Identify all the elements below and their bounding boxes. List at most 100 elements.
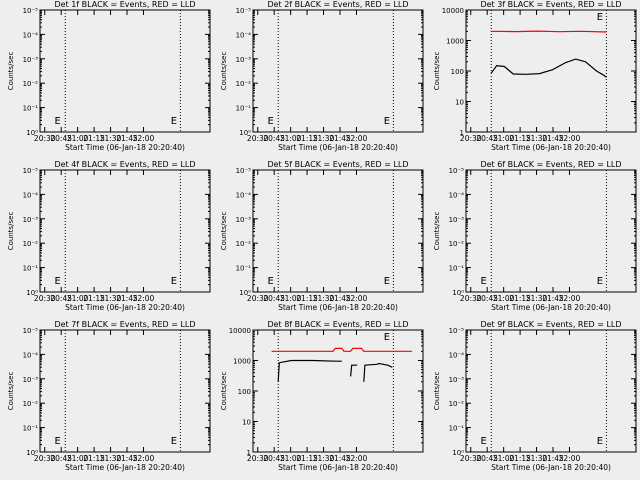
y-tick-label: 10⁰ — [26, 129, 38, 137]
y-tick-label: 1 — [460, 129, 464, 137]
event-marker-label: E — [268, 116, 274, 127]
y-tick-label: 10⁻⁴ — [23, 351, 39, 359]
x-tick-label: 20:30 — [34, 134, 56, 143]
y-tick-label: 10⁻¹ — [449, 425, 465, 433]
y-tick-label: 10⁰ — [452, 449, 464, 457]
x-tick-label: 21:45 — [116, 454, 138, 463]
x-tick-label: 21:00 — [67, 134, 89, 143]
y-axis-label: Counts/sec — [7, 212, 15, 251]
x-tick-label: 21:30 — [526, 134, 548, 143]
y-tick-label: 10⁻² — [23, 80, 39, 88]
y-tick-label: 10⁻⁴ — [449, 351, 465, 359]
x-tick-label: 21:00 — [280, 134, 302, 143]
y-tick-label: 10⁻³ — [236, 216, 252, 224]
event-marker-label: E — [597, 436, 603, 447]
chart-panel-2: Det 2f BLACK = Events, RED = LLD 10⁰ 10⁻¹ 1… — [220, 0, 424, 152]
x-tick-label: 21:15 — [296, 294, 318, 303]
x-tick-label: 21:30 — [100, 134, 122, 143]
x-tick-label: 20:30 — [247, 294, 269, 303]
y-tick-label: 10⁻⁵ — [236, 7, 252, 15]
chart-title: Det 1f BLACK = Events, RED = LLD — [54, 0, 195, 9]
x-tick-label: 21:00 — [493, 294, 515, 303]
x-tick-label: 20:45 — [263, 294, 285, 303]
y-tick-label: 10⁰ — [239, 129, 251, 137]
y-tick-label: 10⁻² — [236, 80, 252, 88]
y-tick-label: 100 — [451, 68, 464, 76]
x-tick-label: 20:45 — [476, 294, 498, 303]
y-tick-label: 10⁻² — [23, 240, 39, 248]
y-tick-label: 10⁻² — [449, 240, 465, 248]
x-tick-label: 20:30 — [460, 454, 482, 463]
y-axis-label: Counts/sec — [7, 372, 15, 411]
x-tick-label: 21:15 — [509, 294, 531, 303]
x-tick-label: 21:30 — [313, 454, 335, 463]
y-tick-label: 100 — [238, 388, 251, 396]
y-tick-label: 10⁻³ — [236, 56, 252, 64]
y-tick-label: 10⁻⁴ — [236, 191, 252, 199]
x-tick-label: 21:45 — [329, 134, 351, 143]
y-tick-label: 10 — [455, 99, 464, 107]
x-tick-label: 20:30 — [34, 454, 56, 463]
y-tick-label: 10⁻³ — [23, 56, 39, 64]
event-marker-label: E — [481, 436, 487, 447]
x-tick-label: 21:00 — [493, 454, 515, 463]
x-tick-label: 21:15 — [296, 454, 318, 463]
x-tick-label: 21:30 — [100, 454, 122, 463]
x-tick-label: 21:15 — [509, 454, 531, 463]
event-marker-label: E — [384, 276, 390, 287]
chart-panel-4: Det 4f BLACK = Events, RED = LLD 10⁰ 10⁻¹ 1… — [7, 160, 211, 312]
x-tick-label: 21:30 — [313, 294, 335, 303]
event-marker-label: E — [171, 276, 177, 287]
y-tick-label: 10⁻¹ — [449, 265, 465, 273]
x-tick-label: 20:45 — [476, 134, 498, 143]
event-marker-label: E — [481, 276, 487, 287]
x-tick-label: 21:00 — [493, 134, 515, 143]
x-tick-label: 21:15 — [509, 134, 531, 143]
x-tick-label: 20:30 — [460, 294, 482, 303]
plot-frame — [465, 169, 637, 293]
y-tick-label: 10⁻⁴ — [23, 191, 39, 199]
y-tick-label: 10⁻⁴ — [23, 31, 39, 39]
x-tick-label: 22:00 — [346, 294, 368, 303]
y-tick-label: 10⁻¹ — [23, 425, 39, 433]
x-tick-label: 22:00 — [346, 134, 368, 143]
event-marker-label: E — [597, 276, 603, 287]
events-series-line — [350, 364, 358, 377]
y-axis-label: Counts/sec — [433, 212, 441, 251]
x-tick-label: 22:00 — [133, 294, 155, 303]
plot-frame — [252, 9, 424, 133]
chart-title: Det 6f BLACK = Events, RED = LLD — [480, 160, 621, 169]
x-axis-label: Start Time (06-Jan-18 20:20:40) — [491, 303, 611, 312]
x-axis-label: Start Time (06-Jan-18 20:20:40) — [65, 143, 185, 152]
x-tick-label: 21:45 — [329, 294, 351, 303]
x-tick-label: 21:45 — [542, 294, 564, 303]
plot-frame — [39, 169, 211, 293]
x-axis-label: Start Time (06-Jan-18 20:20:40) — [65, 303, 185, 312]
chart-title: Det 5f BLACK = Events, RED = LLD — [267, 160, 408, 169]
x-tick-label: 21:30 — [313, 134, 335, 143]
y-tick-label: 10⁻³ — [449, 376, 465, 384]
chart-panel-7: Det 7f BLACK = Events, RED = LLD 10⁰ 10⁻¹ 1… — [7, 320, 211, 472]
y-tick-label: 10⁰ — [452, 289, 464, 297]
event-marker-label: E — [384, 332, 390, 343]
x-tick-label: 21:45 — [329, 454, 351, 463]
x-tick-label: 21:00 — [280, 454, 302, 463]
chart-title: Det 4f BLACK = Events, RED = LLD — [54, 160, 195, 169]
y-tick-label: 10⁻¹ — [236, 265, 252, 273]
event-marker-label: E — [55, 116, 61, 127]
y-axis-label: Counts/sec — [220, 372, 228, 411]
y-axis-label: Counts/sec — [433, 52, 441, 91]
x-tick-label: 22:00 — [559, 134, 581, 143]
x-tick-label: 21:30 — [526, 294, 548, 303]
plot-frame — [39, 329, 211, 453]
chart-panel-5: Det 5f BLACK = Events, RED = LLD 10⁰ 10⁻¹ 1… — [220, 160, 424, 312]
y-tick-label: 10⁻³ — [23, 376, 39, 384]
x-tick-label: 20:45 — [476, 454, 498, 463]
y-tick-label: 10⁻⁵ — [449, 327, 465, 335]
chart-panel-9: Det 9f BLACK = Events, RED = LLD 10⁰ 10⁻¹ 1… — [433, 320, 637, 472]
x-tick-label: 20:45 — [50, 454, 72, 463]
chart-title: Det 2f BLACK = Events, RED = LLD — [267, 0, 408, 9]
event-marker-label: E — [55, 276, 61, 287]
y-tick-label: 10⁻⁴ — [449, 191, 465, 199]
